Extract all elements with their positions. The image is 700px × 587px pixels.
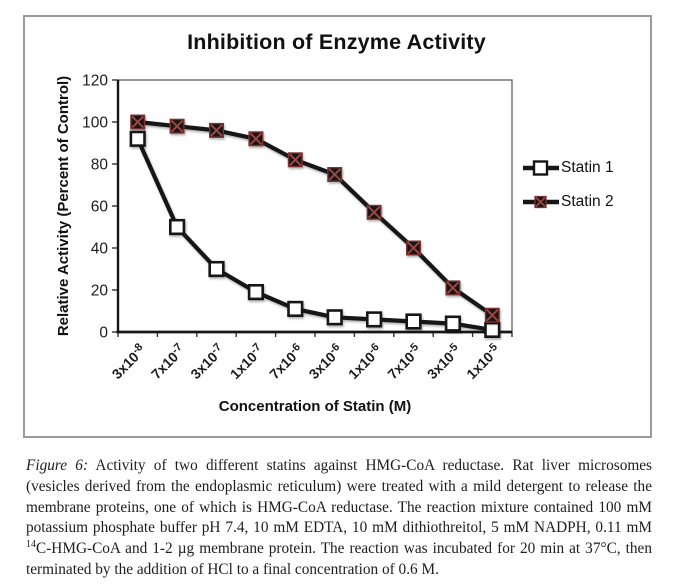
x-tick-label: 1x10-5 <box>462 341 503 382</box>
y-tick-label: 0 <box>99 325 108 342</box>
y-tick-label: 80 <box>91 157 109 174</box>
caption-text-2: C-HMG-CoA and 1-2 µg membrane protein. T… <box>26 540 652 578</box>
y-tick-label: 40 <box>91 241 109 258</box>
y-tick-label: 20 <box>91 283 109 300</box>
legend-label-statin-1: Statin 1 <box>561 159 614 176</box>
series-line <box>135 119 495 318</box>
legend-item-statin-1: Statin 1 <box>522 159 614 177</box>
x-tick-label: 7x10-6 <box>265 341 306 382</box>
statin-2-marker-icon <box>522 194 560 210</box>
series-line <box>135 136 495 332</box>
x-axis-title: Concentration of Statin (M) <box>218 398 412 415</box>
legend-item-statin-2: Statin 2 <box>522 193 614 211</box>
x-tick-label: 1x10-6 <box>344 341 385 382</box>
x-tick-label: 3x10-8 <box>108 341 149 382</box>
caption-text-1: Activity of two different statins agains… <box>26 457 652 537</box>
x-tick-label: 7x10-7 <box>147 341 188 382</box>
data-point-marker <box>444 315 462 332</box>
y-tick-label: 60 <box>91 199 109 216</box>
x-tick-label: 7x10-5 <box>384 341 425 382</box>
data-point-marker <box>326 309 343 326</box>
legend-label-statin-2: Statin 2 <box>561 193 614 210</box>
series-statin-2 <box>130 114 500 323</box>
data-point-marker <box>129 130 146 147</box>
data-point-marker <box>247 283 265 301</box>
statin-1-marker-icon <box>522 160 560 176</box>
chart-title: Inhibition of Enzyme Activity <box>187 30 486 54</box>
figure-caption: Figure 6: Activity of two different stat… <box>26 456 652 581</box>
series-statin-1 <box>129 130 501 339</box>
x-tick-label: 3x10-6 <box>305 341 346 382</box>
y-tick-label: 100 <box>82 115 108 132</box>
chart-container: Inhibition of Enzyme Activity Relative A… <box>23 15 652 438</box>
figure-label: Figure 6: <box>26 457 89 474</box>
legend: Statin 1 Statin 2 <box>522 159 614 227</box>
x-tick-label: 1x10-7 <box>226 341 267 382</box>
data-point-marker <box>365 311 383 328</box>
y-tick-label: 120 <box>82 73 108 90</box>
x-tick-label: 3x10-7 <box>187 341 228 382</box>
x-tick-label: 3x10-5 <box>423 341 464 382</box>
data-point-marker <box>208 260 225 278</box>
data-point-marker <box>405 313 422 330</box>
data-point-marker <box>484 321 501 339</box>
caption-superscript-14: 14 <box>26 539 36 551</box>
data-point-marker <box>287 300 304 318</box>
data-point-marker <box>169 218 186 236</box>
